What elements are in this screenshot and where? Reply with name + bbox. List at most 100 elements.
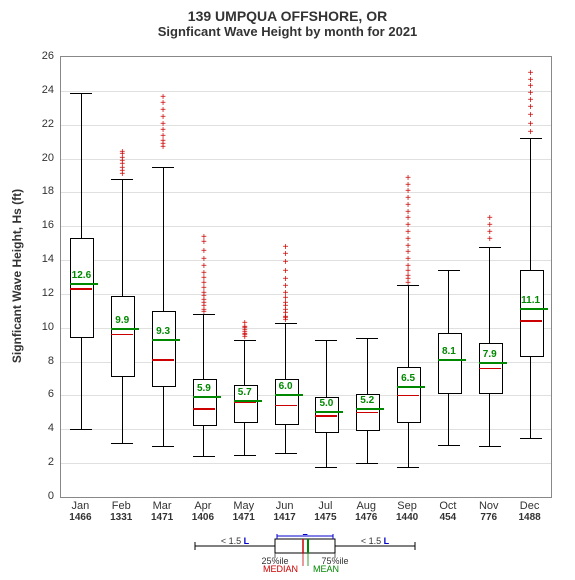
- whisker-cap: [356, 338, 378, 339]
- x-tick: May: [233, 500, 254, 512]
- whisker-cap: [356, 463, 378, 464]
- whisker-cap: [520, 438, 542, 439]
- legend-whisker-lo: < 1.5 L: [221, 536, 250, 546]
- whisker-cap: [520, 138, 542, 139]
- mean-line: [438, 359, 466, 361]
- median-line: [275, 405, 297, 407]
- mean-label: 5.7: [238, 387, 252, 398]
- y-tick: 4: [48, 422, 54, 434]
- gridline: [61, 91, 551, 92]
- mean-label: 5.9: [197, 383, 211, 394]
- y-tick: 22: [42, 118, 54, 130]
- gridline: [61, 463, 551, 464]
- x-count: 1471: [151, 512, 173, 523]
- plot-area: 12.69.9++++++++9.3++++++++++5.9+++++++++…: [60, 56, 552, 498]
- median-line: [111, 334, 133, 336]
- median-line: [520, 320, 542, 322]
- median-line: [356, 412, 378, 414]
- mean-label: 5.2: [360, 395, 374, 406]
- box: [111, 296, 135, 378]
- x-count: 1417: [273, 512, 295, 523]
- median-line: [397, 395, 419, 397]
- x-tick: Jun: [276, 500, 294, 512]
- mean-line: [275, 394, 303, 396]
- x-tick: Nov: [479, 500, 499, 512]
- mean-label: 5.0: [319, 398, 333, 409]
- median-line: [479, 368, 501, 370]
- x-tick: Dec: [520, 500, 540, 512]
- mean-line: [356, 408, 384, 410]
- outlier: +: [242, 319, 248, 329]
- gridline: [61, 429, 551, 430]
- whisker-cap: [315, 340, 337, 341]
- mean-line: [397, 386, 425, 388]
- outlier: +: [405, 174, 411, 184]
- whisker-cap: [152, 446, 174, 447]
- whisker-cap: [70, 429, 92, 430]
- whisker-cap: [275, 453, 297, 454]
- whisker-cap: [193, 456, 215, 457]
- whisker-cap: [315, 467, 337, 468]
- y-axis: 02468101214161820222426: [0, 56, 58, 496]
- whisker-cap: [479, 247, 501, 248]
- x-count: 1476: [355, 512, 377, 523]
- mean-label: 7.9: [483, 349, 497, 360]
- legend-mean: MEAN: [313, 564, 339, 574]
- legend: L < 1.5 L < 1.5 L 25%ile 75%ile MEDIAN M…: [60, 534, 550, 574]
- outlier: +: [528, 69, 534, 79]
- chart-title-line2: Signficant Wave Height by month for 2021: [0, 24, 575, 39]
- gridline: [61, 125, 551, 126]
- mean-label: 9.9: [115, 315, 129, 326]
- mean-line: [520, 308, 548, 310]
- x-tick: Feb: [112, 500, 131, 512]
- y-tick: 14: [42, 253, 54, 265]
- outlier: +: [119, 148, 125, 158]
- x-count: 776: [480, 512, 497, 523]
- mean-label: 9.3: [156, 326, 170, 337]
- mean-line: [479, 362, 507, 364]
- mean-label: 6.5: [401, 373, 415, 384]
- outlier: +: [160, 93, 166, 103]
- median-line: [315, 415, 337, 417]
- x-tick: Oct: [439, 500, 456, 512]
- y-tick: 0: [48, 490, 54, 502]
- mean-line: [70, 283, 98, 285]
- y-tick: 26: [42, 50, 54, 62]
- box: [438, 333, 462, 394]
- gridline: [61, 159, 551, 160]
- gridline: [61, 192, 551, 193]
- x-tick: Aug: [356, 500, 376, 512]
- outlier: +: [283, 243, 289, 253]
- x-tick: Jul: [318, 500, 332, 512]
- gridline: [61, 226, 551, 227]
- whisker-cap: [234, 455, 256, 456]
- whisker-cap: [438, 445, 460, 446]
- box: [152, 311, 176, 387]
- gridline: [61, 395, 551, 396]
- whisker-cap: [152, 167, 174, 168]
- x-count: 1440: [396, 512, 418, 523]
- x-count: 454: [440, 512, 457, 523]
- x-tick: Mar: [153, 500, 172, 512]
- x-tick: Jan: [72, 500, 90, 512]
- whisker-cap: [479, 446, 501, 447]
- whisker-cap: [438, 270, 460, 271]
- median-line: [234, 401, 256, 403]
- mean-label: 11.1: [521, 295, 540, 306]
- whisker-cap: [70, 93, 92, 94]
- mean-label: 12.6: [72, 270, 91, 281]
- outlier: +: [487, 214, 493, 224]
- mean-line: [315, 411, 343, 413]
- x-count: 1471: [233, 512, 255, 523]
- mean-label: 6.0: [279, 381, 293, 392]
- y-tick: 24: [42, 84, 54, 96]
- legend-whisker-hi: < 1.5 L: [361, 536, 390, 546]
- x-count: 1406: [192, 512, 214, 523]
- x-count: 1488: [518, 512, 540, 523]
- mean-line: [193, 396, 221, 398]
- legend-L: L: [302, 534, 308, 537]
- x-count: 1331: [110, 512, 132, 523]
- y-tick: 20: [42, 152, 54, 164]
- whisker-cap: [111, 443, 133, 444]
- chart-title-line1: 139 UMPQUA OFFSHORE, OR: [0, 0, 575, 24]
